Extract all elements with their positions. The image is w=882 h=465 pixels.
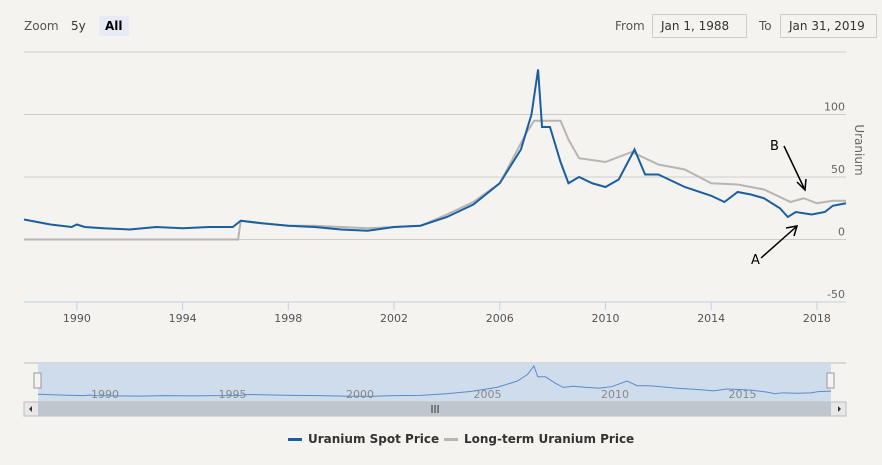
scroll-left-arrow-icon[interactable] xyxy=(29,406,32,412)
to-label: To xyxy=(759,19,772,33)
scroll-right-arrow-icon[interactable] xyxy=(838,406,841,412)
y-tick-label: 100 xyxy=(824,101,845,114)
arrow-b xyxy=(783,145,805,189)
x-tick-label: 1998 xyxy=(274,312,302,325)
y-tick-label: -50 xyxy=(827,288,845,301)
longterm-price-line xyxy=(24,119,846,241)
from-label: From xyxy=(615,19,645,33)
legend-spot-label: Uranium Spot Price xyxy=(308,432,440,446)
navigator-tick-label: 1995 xyxy=(218,388,246,401)
zoom-5y-button[interactable]: 5y xyxy=(71,19,86,33)
x-tick-label: 2018 xyxy=(803,312,831,325)
navigator-tick-label: 2010 xyxy=(601,388,629,401)
navigator-tick-label: 1990 xyxy=(91,388,119,401)
annotation-b: B xyxy=(770,139,807,192)
spot-price-line xyxy=(23,69,847,232)
y-tick-label: 50 xyxy=(831,163,845,176)
scrollbar-grip-icon xyxy=(431,405,439,413)
x-tick-label: 1994 xyxy=(169,312,197,325)
zoom-label: Zoom xyxy=(24,19,59,33)
navigator-tick-label: 2005 xyxy=(473,388,501,401)
annotation-a: A xyxy=(751,225,799,268)
zoom-all-button[interactable]: All xyxy=(99,16,129,36)
navigator-right-handle[interactable] xyxy=(826,372,835,389)
y-tick-label: 0 xyxy=(838,226,845,239)
x-tick-label: 2006 xyxy=(486,312,514,325)
to-date-input[interactable]: Jan 31, 2019 xyxy=(780,14,877,38)
annotation-a-label: A xyxy=(751,253,760,268)
x-tick-label: 2014 xyxy=(697,312,725,325)
navigator-series-line xyxy=(37,364,832,397)
arrow-a xyxy=(760,226,797,259)
x-tick-label: 1990 xyxy=(63,312,91,325)
legend-longterm[interactable]: Long-term Uranium Price xyxy=(444,432,634,446)
legend-spot[interactable]: Uranium Spot Price xyxy=(288,432,439,446)
x-tick-label: 2002 xyxy=(380,312,408,325)
annotation-b-label: B xyxy=(770,139,779,154)
y-axis-label: Uranium xyxy=(852,124,866,175)
x-tick-label: 2010 xyxy=(591,312,619,325)
navigator-tick-label: 2015 xyxy=(728,388,756,401)
from-date-input[interactable]: Jan 1, 1988 xyxy=(652,14,747,38)
navigator-tick-label: 2000 xyxy=(346,388,374,401)
legend-longterm-label: Long-term Uranium Price xyxy=(464,432,635,446)
navigator-left-handle[interactable] xyxy=(33,372,42,389)
